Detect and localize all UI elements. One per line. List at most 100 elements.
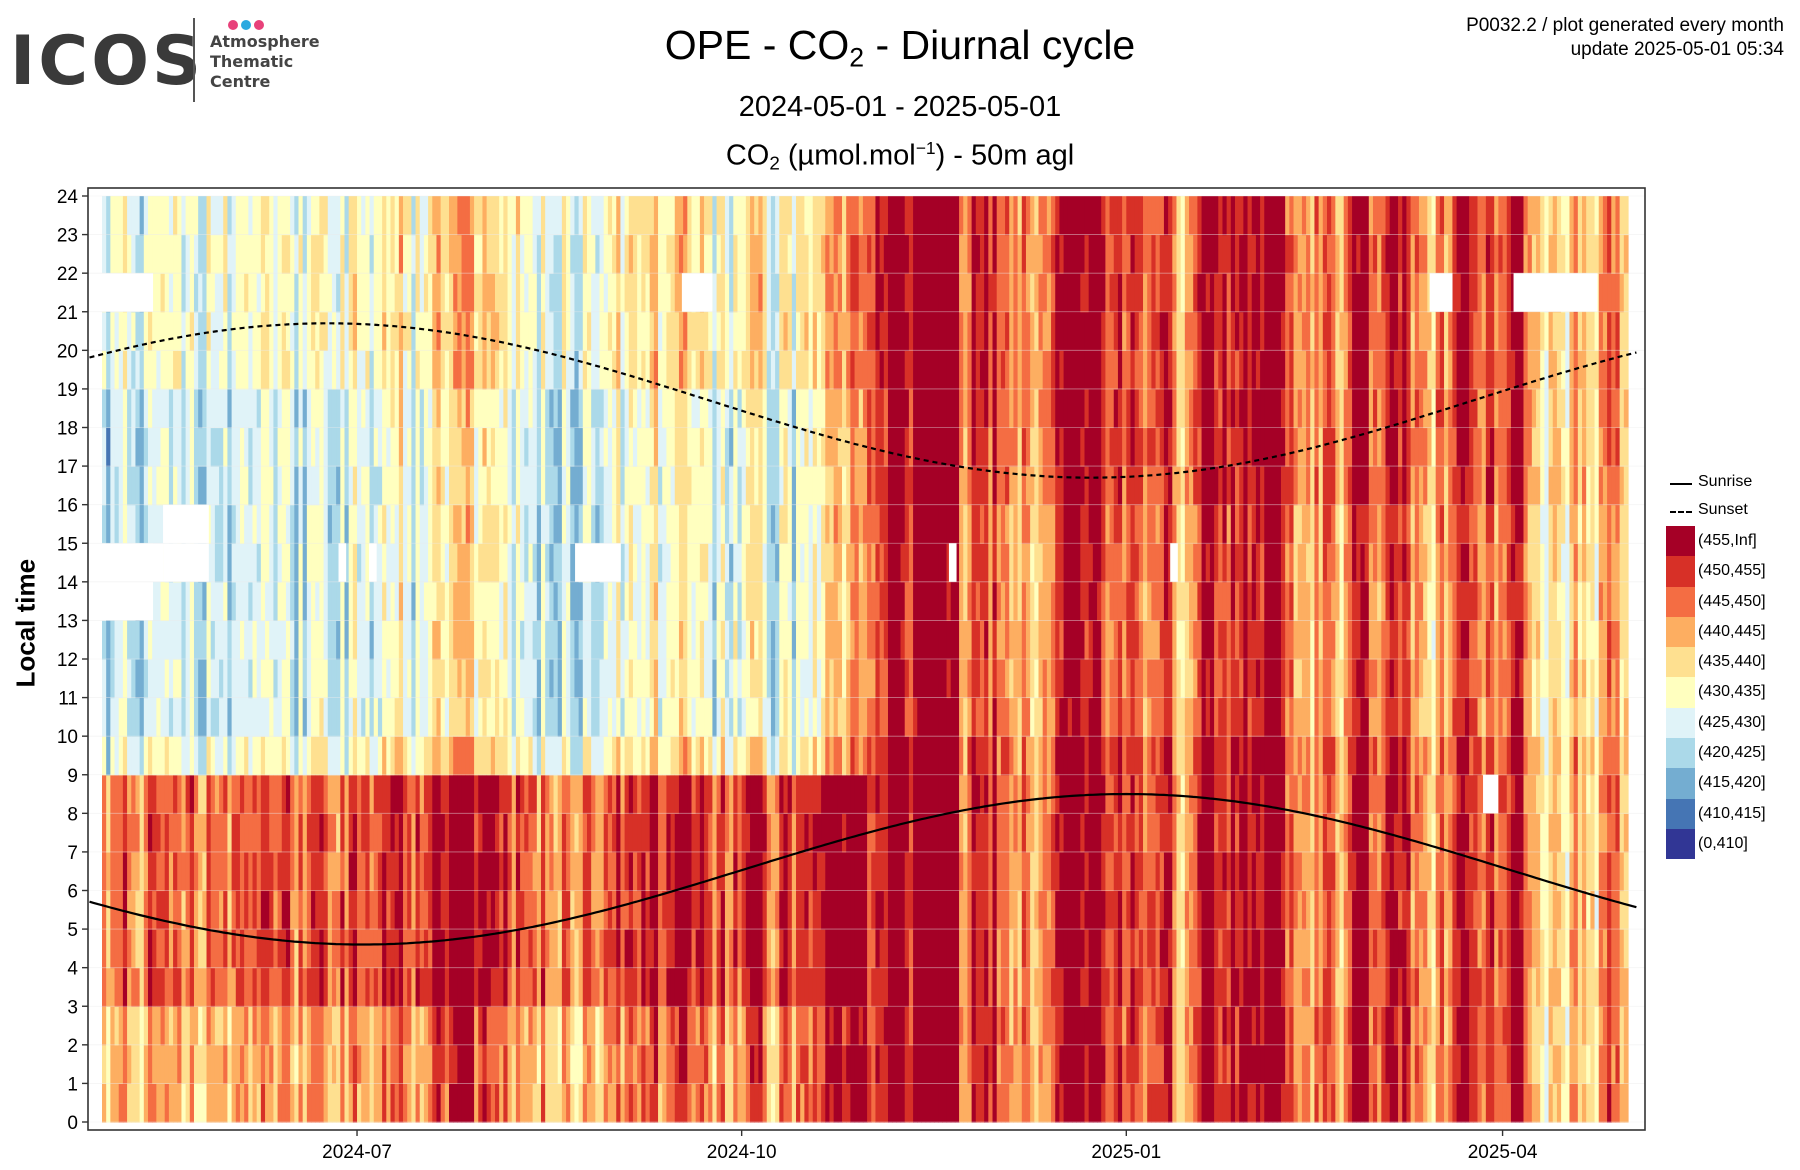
heatmap-cell [398,504,404,544]
heatmap-cell [478,427,484,467]
heatmap-cell [277,581,283,622]
heatmap-cell [724,466,730,506]
heatmap-cell [503,273,509,313]
heatmap-cell [273,350,279,390]
heatmap-cell [147,736,153,776]
heatmap-cell [787,427,793,467]
heatmap-cell [219,967,224,1007]
heatmap-cell [754,427,759,467]
heatmap-cell [415,620,421,660]
heatmap-cell [566,1083,571,1123]
heatmap-cell [361,774,366,814]
heatmap-cell [586,929,592,969]
heatmap-cell [181,350,187,390]
heatmap-cell [520,581,525,622]
heatmap-cell [574,813,580,853]
heatmap-cell [386,774,392,814]
heatmap-cell [641,273,647,313]
heatmap-cell [741,967,747,1007]
heatmap-cell [716,736,722,776]
heatmap-cell [959,350,964,390]
heatmap-cell [465,1083,471,1123]
heatmap-cell [210,388,216,429]
heatmap-cell [478,388,484,429]
heatmap-cell [181,273,187,313]
heatmap-cell [524,697,530,737]
heatmap-cell [561,1006,567,1046]
heatmap-cell [796,1083,801,1123]
heatmap-cell [963,273,969,313]
heatmap-cell [469,350,475,390]
heatmap-cell [699,234,705,274]
heatmap-cell [461,273,467,313]
heatmap-cell [549,1044,555,1085]
heatmap-cell [758,350,764,390]
heatmap-cell [357,967,362,1007]
heatmap-cell [495,1083,500,1123]
heatmap-cell [478,196,484,236]
heatmap-cell [265,234,270,274]
heatmap-cell [223,1006,229,1046]
heatmap-cell [403,774,408,814]
heatmap-cell [942,273,948,313]
heatmap-cell [202,736,208,776]
update-timestamp: update 2025-05-01 05:34 [1570,39,1784,60]
heatmap-cell [365,581,371,622]
heatmap-cell [867,273,872,313]
heatmap-cell [653,196,659,236]
heatmap-cell [545,967,550,1007]
heatmap-cell [720,388,726,429]
heatmap-cell [281,504,287,544]
heatmap-cell [127,967,132,1007]
heatmap-cell [298,659,304,699]
heatmap-cell [168,273,174,313]
heatmap-cell [938,234,943,274]
heatmap-cell [846,1044,851,1085]
heatmap-cell [436,851,442,892]
heatmap-cell [867,736,872,776]
heatmap-cell [423,504,429,544]
heatmap-cell [591,196,596,236]
heatmap-cell [436,196,442,236]
heatmap-cell [444,620,450,660]
heatmap-cell [357,350,362,390]
heatmap-cell [407,350,412,390]
heatmap-cell [887,967,893,1007]
heatmap-cell [260,813,266,853]
heatmap-cell [432,504,438,544]
heatmap-cell [156,1083,162,1123]
heatmap-cell [578,929,584,969]
heatmap-cell [545,388,550,429]
heatmap-cell [239,813,245,853]
heatmap-cell [244,273,249,313]
heatmap-cell [411,890,417,930]
heatmap-cell [800,543,805,583]
heatmap-cell [704,350,709,390]
heatmap-cell [503,350,509,390]
heatmap-cell [515,890,521,930]
heatmap-cell [298,388,304,429]
heatmap-cell [106,311,111,351]
heatmap-cell [754,196,759,236]
heatmap-cell [683,659,688,699]
heatmap-cell [896,659,902,699]
heatmap-cell [963,851,969,892]
heatmap-cell [394,234,400,274]
logo-subtitle: Atmosphere Thematic Centre [210,32,320,92]
heatmap-cell [315,929,320,969]
heatmap-cell [549,774,555,814]
heatmap-cell [311,659,316,699]
heatmap-cell [733,350,739,390]
heatmap-cell [340,273,346,313]
heatmap-cell [377,350,383,390]
heatmap-cell [495,620,500,660]
heatmap-cell [666,813,672,853]
heatmap-cell [704,659,709,699]
heatmap-cell [419,1044,425,1085]
heatmap-cell [691,697,697,737]
heatmap-cell [950,311,956,351]
heatmap-cell [603,929,609,969]
heatmap-cell [674,350,680,390]
heatmap-cell [227,273,233,313]
heatmap-cell [674,736,680,776]
